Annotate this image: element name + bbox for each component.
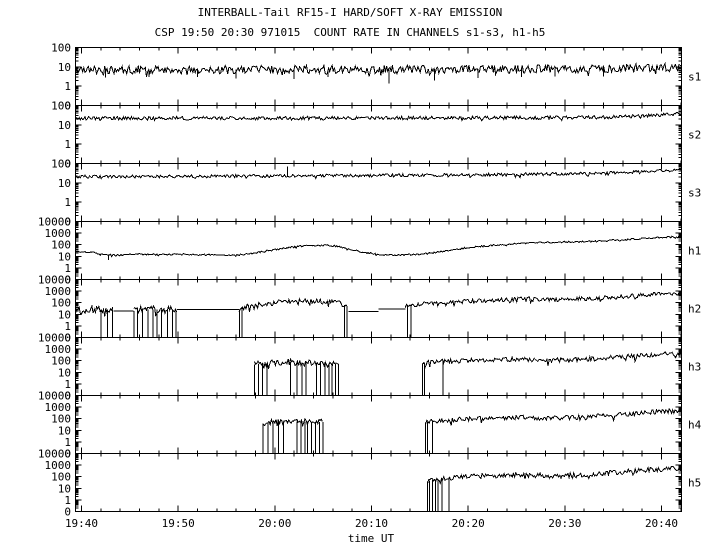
y-tick-label: 0 (64, 158, 71, 171)
channel-label-h1: h1 (688, 245, 701, 258)
series-s3-seg0 (75, 167, 682, 180)
y-tick-label: 0 (64, 100, 71, 113)
x-axis-label: time UT (347, 532, 395, 545)
y-tick-label: 0 (64, 506, 71, 519)
y-tick-label: 1 (64, 320, 71, 333)
y-tick-label: 100 (51, 42, 71, 55)
panel-frame (75, 105, 682, 164)
x-tick-label: 19:40 (65, 517, 98, 530)
y-tick-label: 1 (64, 436, 71, 449)
y-tick-label: 10 (58, 250, 71, 263)
series-h3-seg0 (254, 357, 339, 369)
y-tick-label: 10 (58, 308, 71, 321)
y-tick-label: 10000 (38, 390, 71, 403)
x-tick-label: 20:00 (258, 517, 291, 530)
chart-title: INTERBALL-Tail RF15-I HARD/SOFT X-RAY EM… (197, 6, 503, 19)
series-h2-seg2 (133, 304, 178, 317)
y-tick-label: 0 (64, 332, 71, 345)
y-tick-label: 10 (58, 482, 71, 495)
x-tick-label: 20:40 (645, 517, 678, 530)
y-tick-label: 1000 (45, 343, 72, 356)
y-tick-label: 100 (51, 158, 71, 171)
series-h4-seg1 (425, 407, 681, 426)
y-tick-label: 0 (64, 274, 71, 287)
panel-frame (75, 221, 682, 280)
panel-frame (75, 453, 682, 512)
x-tick-label: 20:20 (452, 517, 485, 530)
x-tick-label: 19:50 (162, 517, 195, 530)
channel-label-s3: s3 (688, 187, 701, 200)
y-tick-label: 100 (51, 413, 71, 426)
y-tick-label: 10 (58, 119, 71, 132)
y-tick-label: 10000 (38, 274, 71, 287)
y-tick-label: 0 (64, 216, 71, 229)
series-h1-seg0 (75, 235, 682, 258)
y-tick-label: 10 (58, 366, 71, 379)
panel-frame (75, 163, 682, 222)
y-tick-label: 1000 (45, 401, 72, 414)
channel-label-h2: h2 (688, 303, 701, 316)
channel-label-s2: s2 (688, 129, 701, 142)
series-h4-seg0 (262, 417, 323, 428)
y-tick-label: 1 (64, 262, 71, 275)
y-tick-label: 1000 (45, 227, 72, 240)
y-tick-label: 100 (51, 355, 71, 368)
y-tick-label: 10 (58, 61, 71, 74)
panel-frame (75, 337, 682, 396)
y-tick-label: 0 (64, 390, 71, 403)
y-tick-label: 1 (64, 378, 71, 391)
panel-frame (75, 47, 682, 106)
series-h3-seg1 (422, 350, 682, 369)
series-h2-seg0 (75, 304, 114, 317)
series-s1-seg0 (75, 61, 682, 78)
x-tick-label: 20:30 (548, 517, 581, 530)
series-h5-seg0 (427, 465, 682, 485)
series-s2-seg0 (75, 111, 682, 122)
y-tick-label: 10 (58, 424, 71, 437)
y-tick-label: 10000 (38, 216, 71, 229)
y-tick-label: 100 (51, 471, 71, 484)
channel-label-s1: s1 (688, 71, 701, 84)
y-tick-label: 1 (64, 80, 71, 93)
x-axis-labels: 19:40 19:50 20:00 20:10 20:20 20:30 20:40 (65, 517, 678, 530)
y-tick-label: 100 (51, 297, 71, 310)
y-tick-label: 1 (64, 138, 71, 151)
y-tick-label: 10 (58, 177, 71, 190)
panel-frame (75, 279, 682, 338)
y-tick-label: 0 (64, 448, 71, 461)
y-tick-label: 1000 (45, 285, 72, 298)
channel-label-h5: h5 (688, 477, 701, 490)
y-tick-label: 10000 (38, 332, 71, 345)
y-tick-label: 10000 (38, 448, 71, 461)
channel-label-h3: h3 (688, 361, 701, 374)
y-tick-label: 1 (64, 196, 71, 209)
series-h2-seg4 (238, 297, 348, 313)
panel-frame (75, 395, 682, 454)
channel-label-h4: h4 (688, 419, 702, 432)
y-tick-label: 1 (64, 494, 71, 507)
chart-subtitle: CSP 19:50 20:30 971015 COUNT RATE IN CHA… (154, 26, 546, 39)
y-tick-label: 100 (51, 100, 71, 113)
y-tick-label: 100 (51, 239, 71, 252)
x-tick-label: 20:10 (355, 517, 388, 530)
series-h2-seg7 (404, 291, 682, 308)
y-tick-label: 1000 (45, 459, 72, 472)
